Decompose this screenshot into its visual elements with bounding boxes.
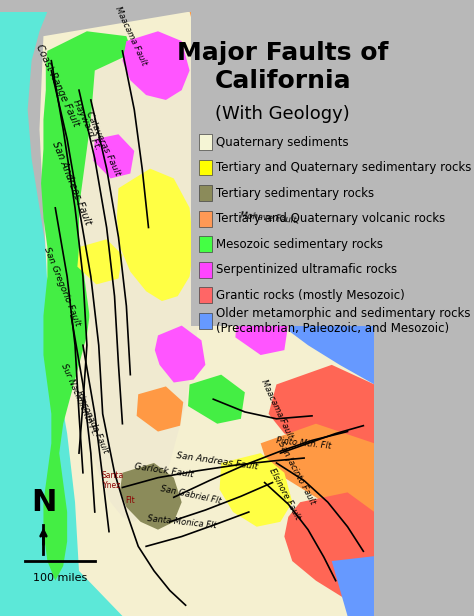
Text: Hayward Ft.: Hayward Ft. (71, 98, 102, 151)
Text: Elsinore Fault: Elsinore Fault (267, 467, 301, 522)
Bar (199, 134, 212, 150)
Polygon shape (117, 169, 193, 301)
Text: Tertiary and Quaternary sedimentary rocks: Tertiary and Quaternary sedimentary rock… (216, 161, 471, 174)
Polygon shape (39, 12, 190, 616)
Text: San Gregorio Fault: San Gregorio Fault (42, 246, 82, 327)
Text: Older metamorphic and sedimentary rocks
(Precambrian, Paleozoic, and Mesozoic): Older metamorphic and sedimentary rocks … (216, 307, 470, 334)
Bar (199, 185, 212, 201)
Text: Mohave Fault: Mohave Fault (240, 211, 297, 225)
Polygon shape (288, 286, 374, 384)
Bar (191, 12, 374, 326)
Text: Serpentinized ultramafic rocks: Serpentinized ultramafic rocks (216, 263, 397, 276)
Text: San Gabriel Flt: San Gabriel Flt (160, 485, 222, 506)
Text: Coast Range Fault: Coast Range Fault (34, 43, 81, 128)
Polygon shape (93, 134, 134, 179)
Text: 100 miles: 100 miles (33, 573, 87, 583)
Text: Rinconada Fault: Rinconada Fault (74, 389, 110, 455)
Text: Maacama Fault: Maacama Fault (259, 378, 294, 440)
Polygon shape (284, 492, 374, 616)
Bar (199, 262, 212, 278)
Polygon shape (219, 453, 292, 527)
Text: San Andreas Fault: San Andreas Fault (50, 140, 92, 227)
Text: San Jacinto Fault: San Jacinto Fault (276, 440, 317, 506)
Bar (199, 160, 212, 176)
Polygon shape (267, 203, 308, 242)
Text: Grantic rocks (mostly Mesozoic): Grantic rocks (mostly Mesozoic) (216, 289, 404, 302)
Bar (199, 237, 212, 252)
Bar (199, 313, 212, 328)
Polygon shape (233, 139, 374, 306)
Text: Pinto Mtn. Flt: Pinto Mtn. Flt (276, 436, 332, 451)
Text: N: N (31, 488, 56, 517)
Text: (With Geology): (With Geology) (215, 105, 350, 123)
Text: Sur Nacimiento Ft.: Sur Nacimiento Ft. (59, 362, 99, 437)
Text: Garlock Fault: Garlock Fault (133, 462, 194, 479)
Polygon shape (41, 31, 142, 581)
Polygon shape (188, 375, 245, 424)
Text: Calaveras Fault: Calaveras Fault (84, 110, 121, 177)
Polygon shape (120, 463, 182, 530)
Polygon shape (137, 386, 183, 432)
Polygon shape (237, 75, 316, 139)
Text: San Andreas Fault: San Andreas Fault (176, 451, 258, 471)
Polygon shape (122, 31, 190, 100)
Text: Santa
Ynez: Santa Ynez (101, 471, 123, 490)
Polygon shape (221, 188, 374, 355)
Bar (199, 287, 212, 303)
Polygon shape (332, 556, 374, 616)
Text: Tertiary and Quaternary volcanic rocks: Tertiary and Quaternary volcanic rocks (216, 212, 445, 225)
Text: Flt: Flt (126, 496, 135, 505)
Polygon shape (77, 239, 122, 285)
Text: Mesozoic sedimentary rocks: Mesozoic sedimentary rocks (216, 238, 383, 251)
Polygon shape (190, 12, 374, 208)
Polygon shape (269, 365, 374, 482)
Polygon shape (322, 217, 367, 265)
Text: Quaternary sediments: Quaternary sediments (216, 136, 348, 148)
Polygon shape (236, 306, 288, 355)
Polygon shape (261, 424, 374, 541)
Polygon shape (155, 326, 205, 383)
Polygon shape (221, 22, 374, 129)
Polygon shape (198, 129, 249, 184)
Polygon shape (79, 41, 210, 522)
Polygon shape (188, 12, 374, 616)
Polygon shape (0, 12, 166, 616)
Text: Maacama Fault: Maacama Fault (113, 6, 148, 67)
Bar (199, 211, 212, 227)
Text: Santa Monica Flt: Santa Monica Flt (146, 514, 217, 530)
Text: Major Faults of
California: Major Faults of California (177, 41, 389, 93)
Text: Tertiary sedimentary rocks: Tertiary sedimentary rocks (216, 187, 374, 200)
